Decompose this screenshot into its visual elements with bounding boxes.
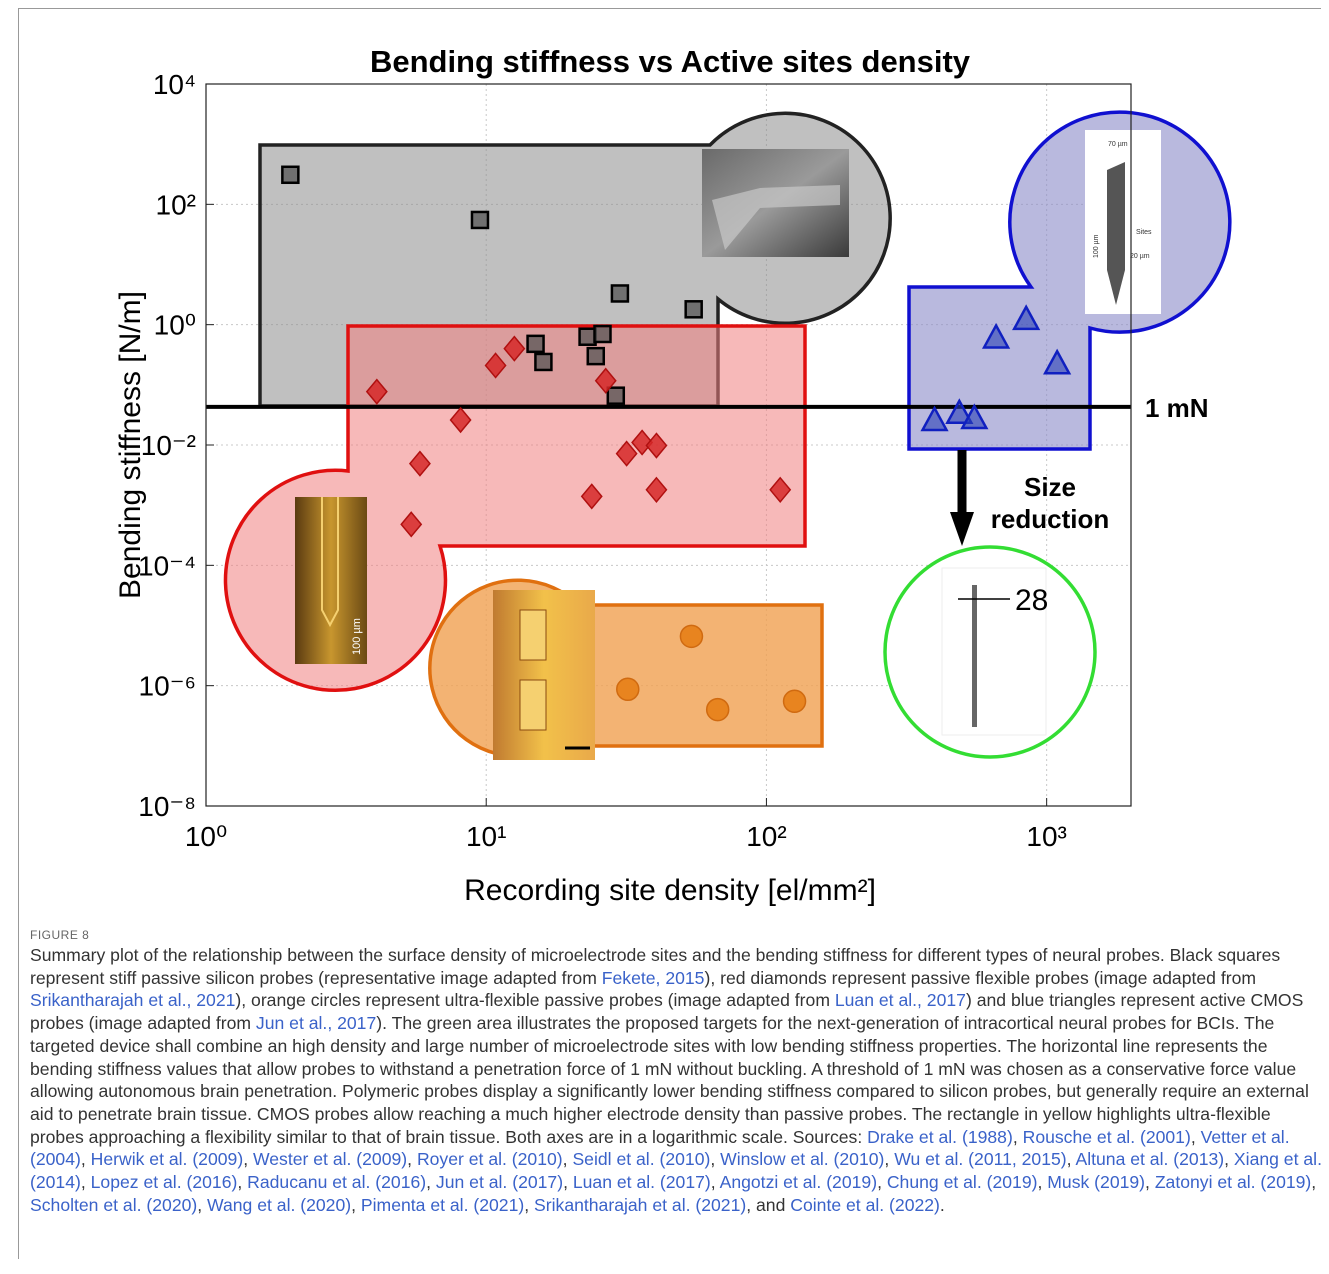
reference-link[interactable]: Chung et al. (2019) [887, 1172, 1038, 1192]
x-tick-label: 10⁰ [185, 821, 227, 852]
marker [472, 212, 488, 228]
caption-text: , [1191, 1127, 1201, 1147]
reference-link[interactable]: Pimenta et al. (2021) [361, 1195, 524, 1215]
inset-label: 100 µm [1093, 234, 1100, 258]
y-tick-label: 10² [156, 189, 196, 220]
marker [594, 326, 610, 342]
y-tick-label: 10⁰ [154, 310, 196, 341]
inset-label: 100 µm [351, 618, 363, 655]
caption-text: , [1145, 1172, 1155, 1192]
caption-text: , and [746, 1195, 790, 1215]
chart-title: Bending stiffness vs Active sites densit… [370, 44, 971, 79]
reference-link[interactable]: Wester et al. (2009) [253, 1149, 407, 1169]
caption-text: , [884, 1149, 894, 1169]
reference-link[interactable]: Luan et al., 2017 [835, 990, 966, 1010]
caption-text: , [563, 1172, 573, 1192]
reference-link[interactable]: Wang et al. (2020) [207, 1195, 351, 1215]
inset-detail [520, 610, 546, 660]
y-tick-label: 10⁻⁶ [139, 671, 196, 702]
inset-label: Sites [1136, 229, 1152, 236]
figure-caption: Summary plot of the relationship between… [30, 944, 1322, 1216]
marker [707, 699, 729, 721]
reference-link[interactable]: Cointe et al. (2022) [790, 1195, 940, 1215]
threshold-label: 1 mN [1145, 393, 1209, 423]
page: {"chart_data": {"type": "scatter", "titl… [0, 0, 1329, 1274]
reference-link[interactable]: Winslow et al. (2010) [720, 1149, 884, 1169]
marker [580, 329, 596, 345]
reference-link[interactable]: Scholten et al. (2020) [30, 1195, 197, 1215]
reference-link[interactable]: Fekete, 2015 [602, 968, 705, 988]
caption-text: , [711, 1172, 720, 1192]
marker [608, 388, 624, 404]
caption-text: , [710, 1149, 720, 1169]
reference-link[interactable]: Jun et al., 2017 [256, 1013, 376, 1033]
inset-detail [520, 680, 546, 730]
annotation: Size [1024, 472, 1076, 502]
caption-text: , [1013, 1127, 1023, 1147]
caption-text: , [563, 1149, 573, 1169]
caption-text: , [1037, 1172, 1047, 1192]
reference-link[interactable]: Herwik et al. (2009) [91, 1149, 244, 1169]
reference-link[interactable]: Angotzi et al. (2019) [720, 1172, 877, 1192]
reference-link[interactable]: Altuna et al. (2013) [1075, 1149, 1224, 1169]
ultraflexible-region [430, 580, 822, 756]
reference-link[interactable]: Srikantharajah et al., 2021 [30, 990, 235, 1010]
caption-text: , [243, 1149, 253, 1169]
figure-label: FIGURE 8 [30, 928, 89, 942]
reference-link[interactable]: Rousche et al. (2001) [1023, 1127, 1191, 1147]
chart: 100 µm 70 µm Sites 100 µm 20 µm 28 Size … [0, 0, 1329, 920]
marker [282, 167, 298, 183]
x-axis-label: Recording site density [el/mm²] [464, 874, 876, 907]
marker [680, 625, 702, 647]
reference-link[interactable]: Srikantharajah et al. (2021) [534, 1195, 746, 1215]
y-tick-label: 10⁻⁸ [138, 791, 196, 822]
marker [535, 354, 551, 370]
caption-text: , [197, 1195, 207, 1215]
marker [528, 336, 544, 352]
caption-text: , [1224, 1149, 1234, 1169]
caption-text: , [407, 1149, 417, 1169]
reference-link[interactable]: Luan et al. (2017) [573, 1172, 711, 1192]
caption-text: , [81, 1149, 91, 1169]
caption-text: , [237, 1172, 247, 1192]
caption-text: , [1311, 1172, 1316, 1192]
marker [784, 690, 806, 712]
marker [686, 301, 702, 317]
reference-link[interactable]: Lopez et al. (2016) [91, 1172, 238, 1192]
inset-detail [972, 585, 977, 727]
reference-link[interactable]: Royer et al. (2010) [417, 1149, 563, 1169]
reference-link[interactable]: Seidl et al. (2010) [572, 1149, 710, 1169]
caption-text: , [426, 1172, 436, 1192]
reference-link[interactable]: Jun et al. (2017) [436, 1172, 563, 1192]
caption-text: ), red diamonds represent passive flexib… [704, 968, 1256, 988]
caption-text: , [877, 1172, 887, 1192]
caption-text: ), orange circles represent ultra-flexib… [235, 990, 834, 1010]
inset-label: 20 µm [1130, 253, 1150, 260]
reference-link[interactable]: Wu et al. (2011, 2015) [894, 1149, 1066, 1169]
marker [588, 348, 604, 364]
inset-label: 28 [1015, 584, 1048, 617]
reference-link[interactable]: Raducanu et al. (2016) [247, 1172, 426, 1192]
inset-label: 70 µm [1108, 141, 1128, 148]
y-tick-label: 10⁻⁴ [138, 550, 196, 581]
caption-text: , [81, 1172, 91, 1192]
caption-text: , [351, 1195, 361, 1215]
reference-link[interactable]: Musk (2019) [1047, 1172, 1145, 1192]
y-tick-label: 10⁴ [153, 69, 196, 100]
x-tick-label: 10² [746, 821, 786, 852]
marker [612, 285, 628, 301]
caption-text: . [940, 1195, 945, 1215]
x-tick-label: 10³ [1026, 821, 1066, 852]
caption-text: , [524, 1195, 534, 1215]
marker [617, 678, 639, 700]
y-tick-label: 10⁻² [141, 430, 196, 461]
annotation: reduction [991, 504, 1109, 534]
reference-link[interactable]: Zatonyi et al. (2019) [1155, 1172, 1311, 1192]
reference-link[interactable]: Drake et al. (1988) [867, 1127, 1013, 1147]
x-tick-label: 10¹ [466, 821, 506, 852]
